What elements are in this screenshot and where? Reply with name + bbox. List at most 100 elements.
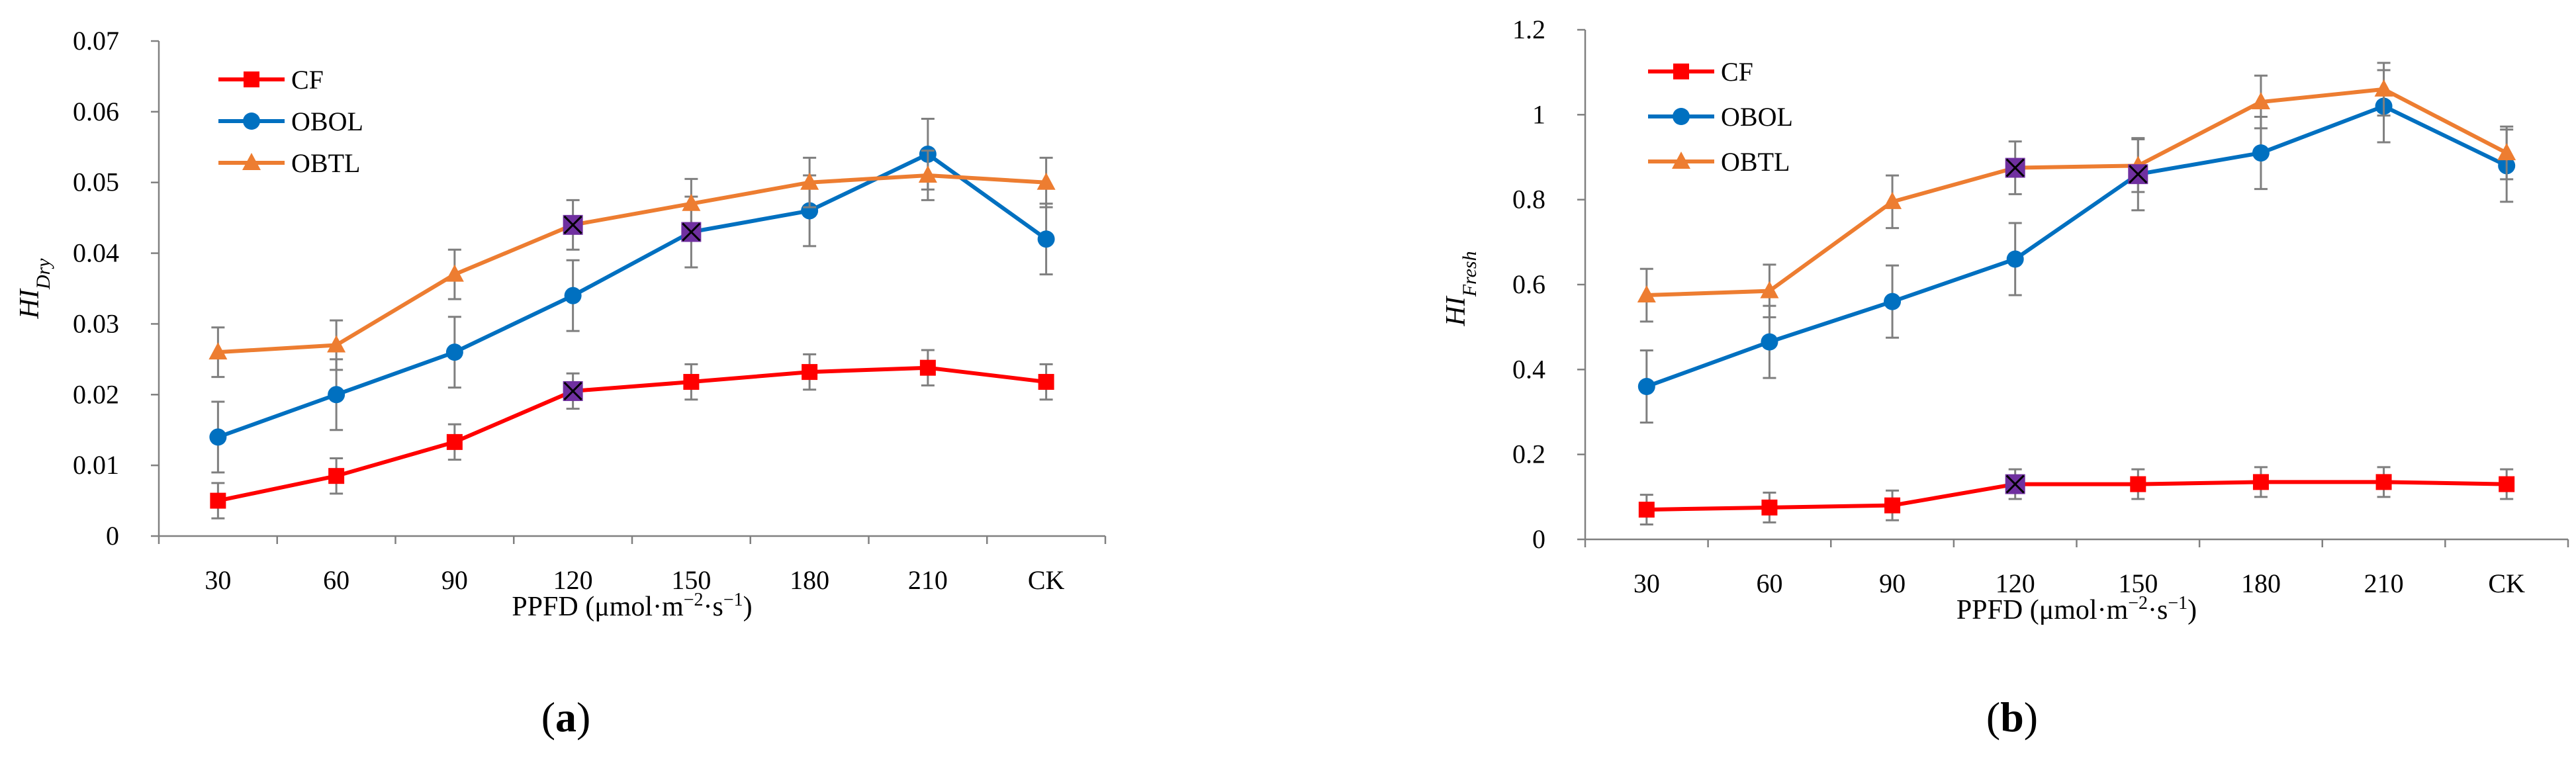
x-tick-label: 90	[1879, 568, 1906, 598]
panel-label-close: )	[2024, 694, 2038, 741]
data-point-cf	[328, 468, 345, 484]
y-axis-title-main: HI	[15, 288, 45, 319]
y-axis-title-sub: Fresh	[1459, 251, 1481, 297]
x-tick-label: 90	[441, 565, 468, 595]
data-point-cf	[2252, 474, 2269, 490]
panel-label: (a)	[541, 694, 591, 741]
data-point-cf	[2499, 476, 2515, 492]
x-axis-title: PPFD (μmol·m−2·s−1)	[512, 590, 752, 623]
x-tick-label: 210	[908, 565, 948, 595]
y-tick-label: 1	[1532, 99, 1545, 129]
data-point-obtl	[1036, 172, 1056, 190]
data-point-cf	[210, 492, 226, 509]
y-tick-label: 0.4	[1512, 354, 1545, 384]
y-tick-label: 0.07	[73, 26, 119, 56]
data-point-cf	[802, 364, 818, 381]
y-axis-title-main: HI	[1441, 295, 1471, 326]
legend-marker	[244, 71, 259, 87]
y-tick-label: 0.6	[1512, 269, 1545, 299]
y-tick-label: 0.03	[73, 308, 119, 338]
legend-label: OBTL	[1721, 147, 1790, 177]
data-point-cf	[1884, 497, 1901, 514]
legend-item-cf: CF	[218, 65, 324, 95]
y-tick-label: 0.01	[73, 450, 119, 480]
data-point-cf	[1038, 374, 1054, 390]
y-tick-label: 0.02	[73, 379, 119, 409]
legend-label: CF	[1721, 57, 1753, 87]
x-tick-label: 180	[790, 565, 829, 595]
legend-label: OBTL	[291, 148, 360, 178]
data-point-obol	[2252, 144, 2270, 162]
legend: CF OBOL OBTL	[218, 65, 363, 178]
series-cf	[210, 349, 1054, 520]
y-axis-title-sub: Dry	[32, 258, 54, 290]
x-tick-label: CK	[1028, 565, 1065, 595]
data-point-obtl	[445, 264, 464, 282]
data-point-obtl	[1760, 281, 1779, 298]
data-point-cf	[1761, 499, 1778, 516]
chart-panel-b: 0 0.2 0.4 0.6 0.8 1 1.2 30 60 90 120 150 180 210 CK PPF…	[1441, 15, 2569, 741]
highlight-cross	[682, 222, 701, 242]
panel-label: (b)	[1986, 694, 2038, 741]
data-point-cf	[683, 374, 700, 390]
legend-item-obtl: OBTL	[1648, 147, 1790, 177]
highlight-marker	[2005, 474, 2025, 494]
y-tick-label: 0.04	[73, 238, 119, 268]
series-line-obol	[217, 152, 1048, 439]
data-point-obtl	[682, 193, 701, 211]
legend-item-obol: OBOL	[1648, 102, 1793, 132]
panel-label-open: (	[541, 694, 555, 741]
data-point-cf	[919, 359, 936, 376]
data-point-obol	[328, 386, 345, 404]
legend-marker	[1672, 152, 1690, 169]
x-tick-label: 120	[553, 565, 593, 595]
data-point-cf	[2130, 476, 2146, 492]
data-point-obtl	[327, 335, 346, 353]
x-tick-label: 180	[2241, 568, 2281, 598]
legend-marker	[242, 153, 261, 170]
data-point-obtl	[1637, 285, 1656, 303]
data-point-obol	[2006, 250, 2024, 268]
panel-label-open: (	[1986, 694, 2000, 741]
highlight-cross	[2005, 475, 2025, 494]
highlight-cross	[563, 381, 582, 401]
legend-label: CF	[291, 65, 324, 95]
y-tick-label: 0.8	[1512, 185, 1545, 214]
data-point-obtl	[800, 172, 819, 190]
legend-marker	[1673, 108, 1690, 125]
data-point-obol	[209, 428, 227, 446]
x-tick-label: 150	[671, 565, 711, 595]
x-axis-title: PPFD (μmol·m−2·s−1)	[1956, 593, 2197, 626]
data-point-obtl	[2374, 79, 2393, 97]
highlight-cross	[563, 215, 582, 234]
x-tick-label: 210	[2364, 568, 2404, 598]
x-tick-label: 30	[1633, 568, 1660, 598]
data-point-cf	[1638, 502, 1655, 518]
highlight-cross	[2129, 165, 2148, 184]
legend-item-obol: OBOL	[218, 107, 363, 136]
series-line-cf	[217, 365, 1046, 503]
highlight-marker	[681, 222, 702, 242]
x-tick-label: 60	[323, 565, 349, 595]
x-tick-label: 120	[1996, 568, 2035, 598]
legend-label: OBOL	[1721, 102, 1793, 132]
data-point-obtl	[208, 342, 228, 360]
series-line-obtl	[218, 173, 1046, 355]
panel-label-letter: a	[555, 694, 576, 741]
legend-item-obtl: OBTL	[218, 148, 360, 178]
highlight-marker	[563, 214, 583, 235]
legend-marker	[243, 113, 260, 130]
y-tick-label: 0.05	[73, 167, 119, 197]
panel-label-letter: b	[2000, 694, 2024, 741]
data-point-obol	[1884, 293, 1902, 310]
data-point-obtl	[2497, 143, 2516, 161]
legend: CF OBOL OBTL	[1648, 57, 1793, 177]
data-point-obol	[1037, 230, 1055, 248]
series-line-obol	[1645, 104, 2508, 388]
y-axis-title: HIFresh	[1441, 251, 1481, 326]
data-point-obol	[564, 287, 582, 304]
y-tick-label: 0	[106, 521, 119, 551]
data-point-obtl	[2251, 92, 2270, 110]
y-tick-label: 1.2	[1512, 15, 1545, 44]
